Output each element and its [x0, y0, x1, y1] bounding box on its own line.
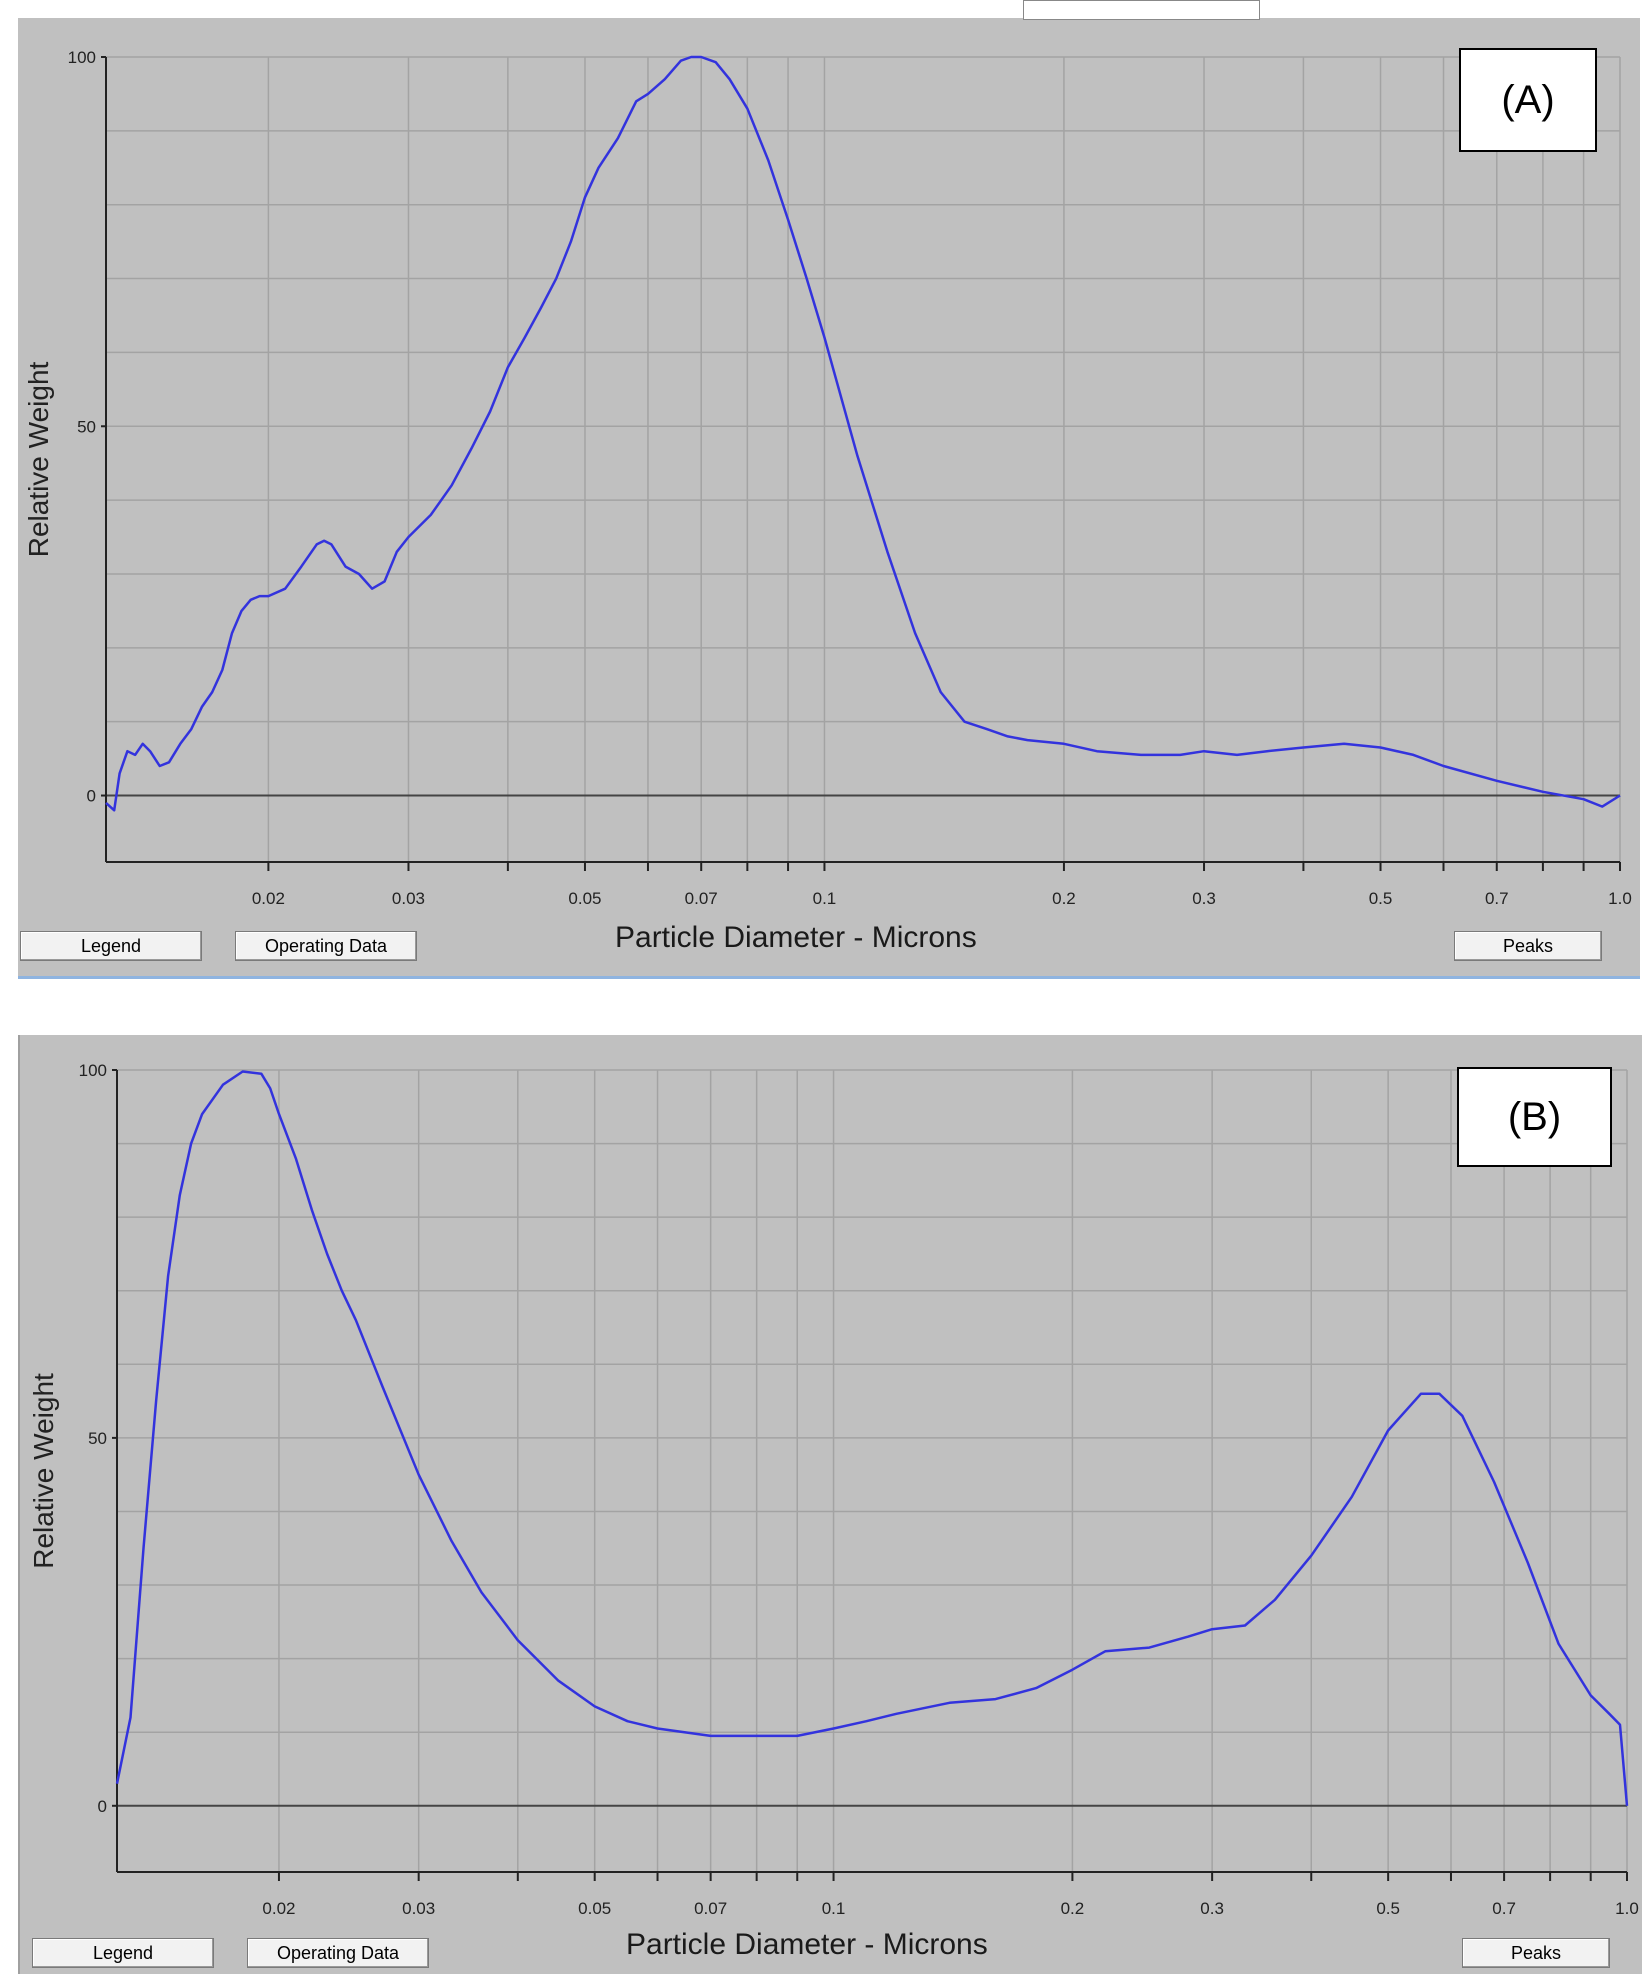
- y-axis-label: Relative Weight: [23, 361, 54, 557]
- operating-data-button[interactable]: Operating Data: [235, 931, 417, 961]
- x-tick-label: 0.1: [813, 889, 837, 908]
- peaks-button[interactable]: Peaks: [1462, 1938, 1610, 1968]
- x-tick-label: 0.3: [1200, 1899, 1224, 1918]
- chart-panel-a: 0.02 0.03 0.05 0.07 0.1 0.2 0.3 0.5 0.7 1.0 0 50 100…: [18, 0, 1640, 979]
- chart-b-svg: 0.02 0.03 0.05 0.07 0.1 0.2 0.3 0.5 0.7 1.0 0 50 100…: [28, 1061, 1639, 1918]
- peaks-button[interactable]: Peaks: [1454, 931, 1602, 961]
- x-tick-label: 0.07: [685, 889, 718, 908]
- y-tick-label: 0: [87, 787, 96, 806]
- operating-data-button[interactable]: Operating Data: [247, 1938, 429, 1968]
- chart-panel-b: 0.02 0.03 0.05 0.07 0.1 0.2 0.3 0.5 0.7 1.0 0 50 100…: [18, 1035, 1642, 1974]
- x-tick-label: 0.03: [392, 889, 425, 908]
- x-tick-label: 0.02: [252, 889, 285, 908]
- y-axis-label: Relative Weight: [28, 1373, 59, 1569]
- x-tick-label: 0.5: [1369, 889, 1393, 908]
- x-tick-label: 0.07: [694, 1899, 727, 1918]
- y-tick-label: 50: [88, 1429, 107, 1448]
- chart-a-svg: 0.02 0.03 0.05 0.07 0.1 0.2 0.3 0.5 0.7 1.0 0 50 100…: [23, 48, 1632, 908]
- y-tick-label: 100: [68, 48, 96, 67]
- x-tick-label: 0.05: [578, 1899, 611, 1918]
- x-tick-label: 0.3: [1192, 889, 1216, 908]
- x-tick-label: 0.7: [1492, 1899, 1516, 1918]
- data-series-line: [115, 1070, 1629, 1806]
- x-tick-label: 0.02: [262, 1899, 295, 1918]
- x-tick-label: 1.0: [1608, 889, 1632, 908]
- x-tick-label: 0.05: [568, 889, 601, 908]
- legend-button[interactable]: Legend: [20, 931, 202, 961]
- x-tick-label: 0.2: [1052, 889, 1076, 908]
- x-axis-label: Particle Diameter - Microns: [615, 921, 977, 954]
- x-tick-label: 0.5: [1376, 1899, 1400, 1918]
- top-input-box[interactable]: [1023, 0, 1260, 20]
- x-tick-label: 1.0: [1615, 1899, 1639, 1918]
- x-tick-label: 0.2: [1061, 1899, 1085, 1918]
- y-tick-label: 0: [98, 1797, 107, 1816]
- x-tick-label: 0.1: [822, 1899, 846, 1918]
- legend-button[interactable]: Legend: [32, 1938, 214, 1968]
- x-tick-label: 0.7: [1485, 889, 1509, 908]
- x-axis-label: Particle Diameter - Microns: [626, 1928, 988, 1961]
- y-tick-label: 50: [77, 417, 96, 436]
- data-series-line: [105, 55, 1621, 812]
- x-tick-label: 0.03: [402, 1899, 435, 1918]
- panel-label-a: (A): [1459, 48, 1597, 152]
- y-tick-label: 100: [79, 1061, 107, 1080]
- panel-label-b: (B): [1457, 1067, 1612, 1167]
